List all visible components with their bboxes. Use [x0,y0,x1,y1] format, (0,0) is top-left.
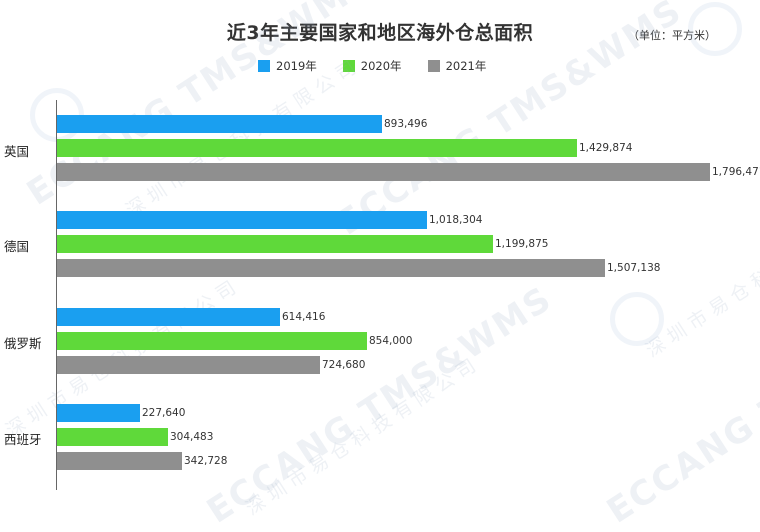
bar[interactable] [57,139,577,157]
legend-label: 2020年 [360,59,402,73]
legend-swatch-2019 [258,60,270,72]
bar[interactable] [57,259,605,277]
bar-value-label: 1,796,471 [712,166,760,178]
unit-label: （单位：平方米） [628,29,716,42]
legend-item-2019[interactable]: 2019年 [258,58,317,74]
chart-title: 近3年主要国家和地区海外仓总面积 [226,22,534,44]
bar-value-label: 342,728 [184,455,228,467]
bar-value-label: 1,429,874 [579,142,633,154]
legend-item-2020[interactable]: 2020年 [342,58,402,74]
bar-value-label: 614,416 [282,311,326,323]
legend-item-2021[interactable]: 2021年 [427,58,487,74]
bar-value-label: 1,507,138 [607,262,661,274]
legend-swatch-2021 [427,60,440,72]
legend-swatch-2020 [342,60,355,72]
bar-value-label: 304,483 [170,431,214,443]
bar[interactable] [57,163,710,181]
bar[interactable] [57,332,367,350]
bar-value-label: 227,640 [142,407,186,419]
bar[interactable] [57,115,382,133]
bar[interactable] [57,452,182,470]
category-label: 德国 [4,239,30,254]
bar[interactable] [57,356,320,374]
legend: 2019年 2020年 2021年 [258,58,486,74]
category-label: 西班牙 [4,432,42,447]
bar[interactable] [57,235,493,253]
bar-value-label: 854,000 [369,335,413,347]
legend-label: 2021年 [445,59,487,73]
bar-value-label: 1,199,875 [495,238,549,250]
bar[interactable] [57,308,280,326]
bar-value-label: 1,018,304 [429,214,483,226]
legend-label: 2019年 [276,59,317,73]
bar[interactable] [57,428,168,446]
bar[interactable] [57,404,140,422]
bar-value-label: 724,680 [322,359,366,371]
bar[interactable] [57,211,427,229]
category-label: 俄罗斯 [4,336,42,351]
bar-value-label: 893,496 [384,118,428,130]
plot-area: 英国 德国 俄罗斯 西班牙 893,496 1,429,874 1,796,471 1… [4,100,760,490]
category-label: 英国 [4,144,30,159]
y-axis-line [56,100,57,490]
